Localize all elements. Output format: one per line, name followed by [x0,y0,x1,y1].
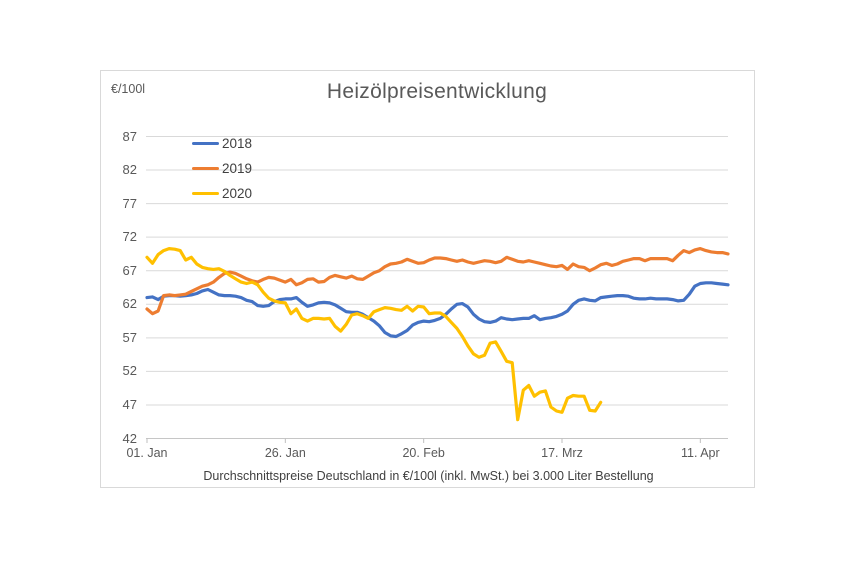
x-axis-label-11Apr: 11. Apr [680,446,720,460]
y-axis-label-47: 47 [122,396,137,412]
chart-title: Heizölpreisentwicklung [326,80,548,103]
y-axis-label-72: 72 [122,229,137,245]
y-axis-label-57: 57 [122,329,137,345]
legend-item-label: 2020 [222,186,253,201]
legend-item-2020: 2020 [192,181,252,206]
chart-footer: Durchschnittspreise Deutschland in €/100… [203,469,654,483]
x-axis-label-20Feb: 20. Feb [402,446,445,460]
x-axis-label-26Jan: 26. Jan [264,446,306,460]
series-line-2018 [145,281,730,339]
y-axis-label-82: 82 [122,162,137,178]
legend-item-label: 2018 [222,136,253,151]
x-axis-label-17Mrz: 17. Mrz [541,446,583,460]
legend-line-swatch-2019 [192,166,219,171]
legend-line-swatch-2020 [192,191,219,196]
x-axis-label-01Jan: 01. Jan [126,446,168,460]
series-line-2019 [145,247,730,316]
y-axis-unit-label: €/100l [111,82,146,96]
line-chart-plot [145,136,730,443]
y-axis-label-52: 52 [122,363,137,379]
y-axis-label-67: 67 [122,262,137,278]
chart-frame: €/100l Heizölpreisentwicklung 42 47 52 57 62… [100,70,755,488]
y-axis-label-62: 62 [122,296,137,312]
legend-item-label: 2019 [222,161,253,176]
legend-item-2019: 2019 [192,156,252,181]
legend-line-swatch-2018 [192,141,219,146]
y-axis-label-77: 77 [122,195,137,211]
y-axis-label-87: 87 [122,128,137,144]
y-axis-label-42: 42 [122,430,137,446]
chart-legend: 2018 2019 2020 [192,131,252,206]
series-line-2020 [145,247,603,422]
legend-item-2018: 2018 [192,131,252,156]
